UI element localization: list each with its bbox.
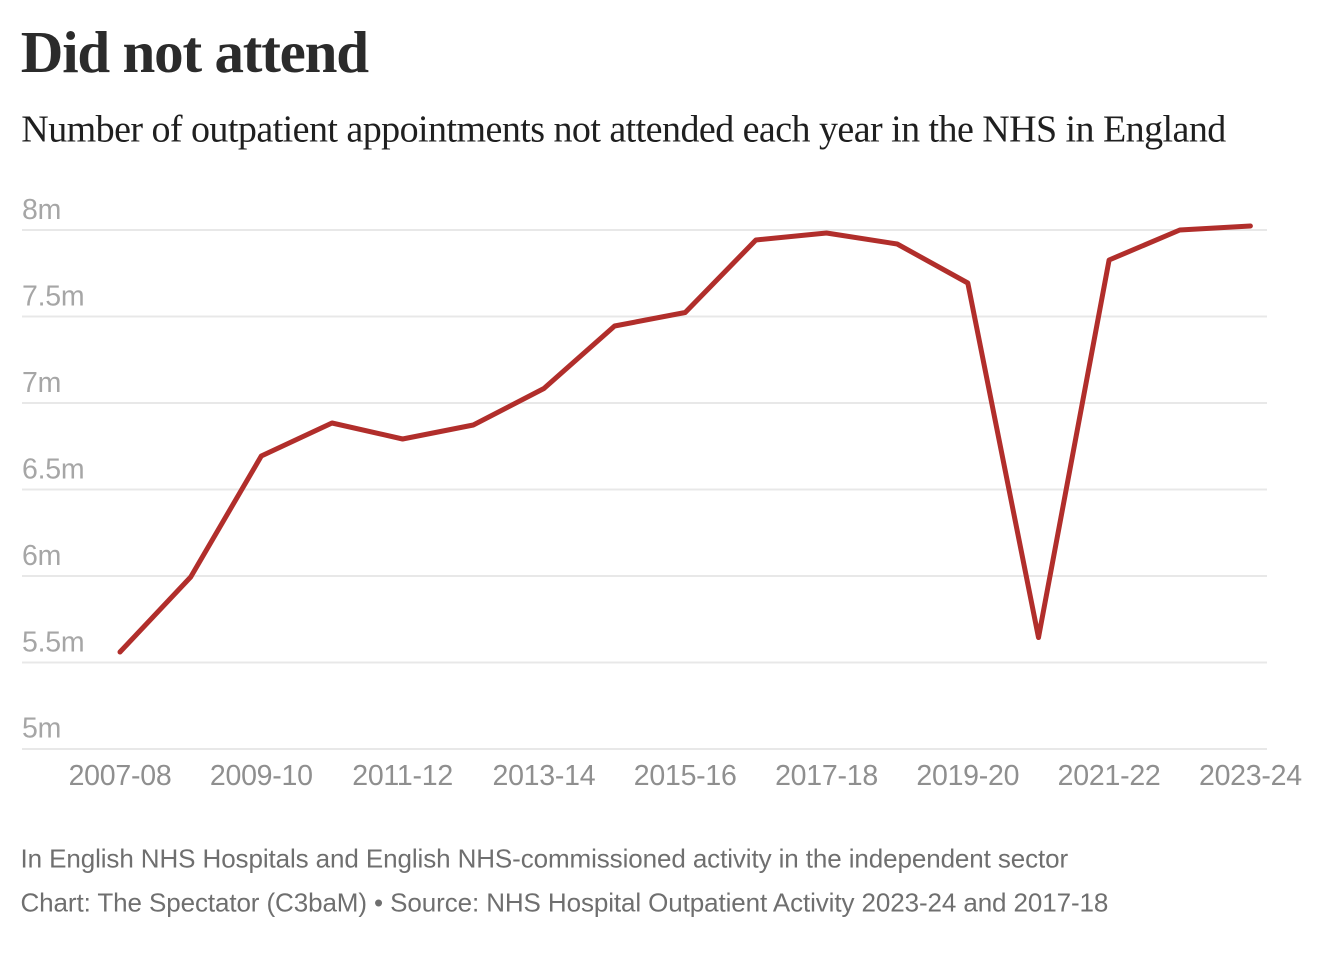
svg-text:2019-20: 2019-20 [916,760,1019,792]
svg-text:5.5m: 5.5m [22,627,84,659]
svg-text:Chart: The Spectator (C3baM) •: Chart: The Spectator (C3baM) • Source: N… [21,888,1109,918]
svg-text:2015-16: 2015-16 [634,760,737,792]
svg-text:6m: 6m [22,540,61,572]
svg-text:5m: 5m [22,713,61,745]
svg-text:2017-18: 2017-18 [775,760,878,792]
svg-text:8m: 8m [22,194,61,226]
svg-text:7.5m: 7.5m [22,281,84,313]
svg-text:2011-12: 2011-12 [352,760,453,792]
svg-text:2023-24: 2023-24 [1199,760,1302,792]
svg-text:6.5m: 6.5m [22,454,84,486]
svg-text:Number of outpatient appointme: Number of outpatient appointments not at… [21,109,1226,151]
svg-text:2013-14: 2013-14 [492,760,595,792]
svg-text:Did not attend: Did not attend [21,19,369,85]
svg-text:7m: 7m [22,367,61,399]
svg-text:In English NHS Hospitals and E: In English NHS Hospitals and English NHS… [21,843,1069,873]
svg-text:2007-08: 2007-08 [69,760,172,792]
svg-text:2021-22: 2021-22 [1058,760,1161,792]
svg-text:2009-10: 2009-10 [210,760,313,792]
